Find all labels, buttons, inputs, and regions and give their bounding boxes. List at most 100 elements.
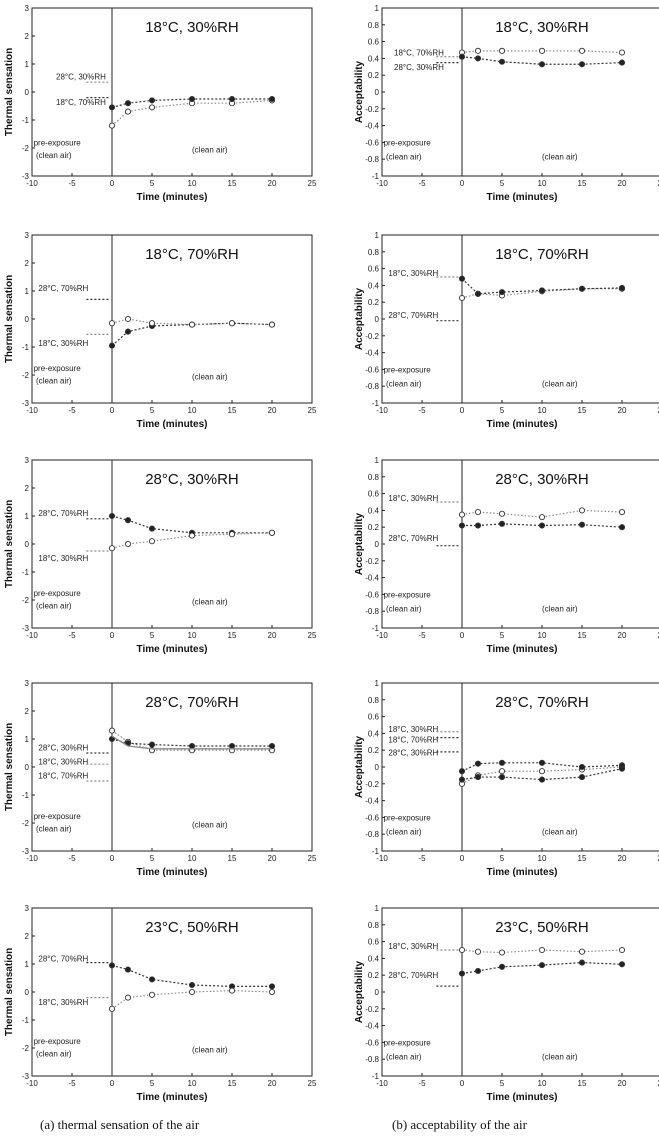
- y-tick-label: 0: [375, 763, 380, 772]
- data-point: [498, 520, 506, 527]
- data-point: [108, 512, 116, 520]
- data-point: [474, 290, 482, 297]
- x-tick-label: -5: [68, 1079, 76, 1088]
- data-point: [474, 774, 482, 781]
- y-tick-label: -0.4: [365, 1022, 379, 1031]
- x-axis-title: Time (minutes): [487, 1092, 558, 1103]
- y-axis-title: Acceptability: [354, 512, 365, 575]
- data-point: [498, 58, 506, 65]
- annotation-label: pre-exposure: [384, 138, 432, 147]
- x-tick-label: 25: [658, 406, 659, 415]
- annotation-label: pre-exposure: [384, 365, 432, 374]
- y-tick-label: 1: [375, 456, 380, 465]
- x-tick-label: -10: [376, 631, 388, 640]
- x-tick-label: 15: [578, 631, 587, 640]
- series-line: [111, 322, 273, 347]
- data-point: [268, 321, 276, 328]
- data-point: [458, 970, 466, 977]
- y-tick-label: -0.6: [365, 813, 379, 822]
- x-tick-label: 0: [110, 631, 115, 640]
- series-line: [461, 50, 623, 54]
- y-tick-label: 1: [25, 735, 30, 744]
- x-tick-label: 20: [618, 1079, 627, 1088]
- y-tick-label: -0.6: [365, 1038, 379, 1047]
- x-tick-label: -10: [376, 854, 388, 863]
- series-line: [111, 735, 272, 750]
- y-tick-label: -0.2: [365, 105, 379, 114]
- data-point: [148, 97, 156, 104]
- annotation-label: (clean air): [386, 153, 422, 162]
- annotation-label: (clean air): [192, 1045, 228, 1054]
- x-axis-title: Time (minutes): [137, 644, 208, 655]
- data-point: [458, 294, 466, 302]
- chart-panel-2: -10 -5 0 5 10 15 20 25 -1 -0.8 -0.6 -0.4 -0.2 0 0.2 0.4…: [354, 4, 659, 203]
- annotation-label: pre-exposure: [34, 589, 82, 598]
- data-point: [148, 525, 156, 532]
- chart-panel-4: -10 -5 0 5 10 15 20 25 -1 -0.8 -0.6 -0.4 -0.2 0 0.2 0.4…: [354, 231, 659, 430]
- y-tick-label: 0.4: [368, 954, 380, 963]
- y-tick-label: 2: [25, 32, 30, 41]
- x-tick-label: -5: [418, 406, 426, 415]
- panel-title: 18°C, 30%RH: [495, 19, 589, 36]
- series-line: [111, 318, 273, 326]
- series-line: [461, 949, 623, 954]
- x-tick-label: 10: [188, 406, 197, 415]
- data-point: [474, 47, 482, 54]
- y-tick-label: 0.6: [368, 490, 380, 499]
- data-point: [268, 529, 276, 536]
- y-tick-label: 2: [25, 484, 30, 493]
- x-tick-label: 10: [538, 854, 547, 863]
- y-tick-label: -0.6: [365, 138, 379, 147]
- data-point: [498, 949, 506, 956]
- y-tick-label: 0.6: [368, 713, 380, 722]
- x-tick-label: 15: [228, 631, 237, 640]
- x-tick-label: 25: [658, 854, 659, 863]
- data-point: [148, 991, 156, 998]
- data-point: [618, 946, 626, 954]
- y-tick-label: -1: [372, 399, 380, 408]
- x-tick-label: 20: [618, 179, 627, 188]
- x-tick-label: 0: [110, 854, 115, 863]
- y-tick-label: 2: [25, 707, 30, 716]
- data-point: [474, 967, 482, 975]
- x-tick-label: 25: [658, 631, 659, 640]
- x-tick-label: 5: [500, 854, 505, 863]
- x-tick-label: 20: [268, 179, 277, 188]
- data-point: [228, 95, 236, 103]
- data-point: [124, 108, 132, 115]
- annotation-label: (clean air): [542, 153, 578, 162]
- data-point: [188, 532, 196, 539]
- x-tick-label: 20: [618, 854, 627, 863]
- y-tick-label: 0.2: [368, 523, 380, 532]
- data-point: [578, 521, 586, 528]
- y-tick-label: 1: [375, 904, 380, 913]
- y-tick-label: -1: [372, 172, 380, 181]
- annotation-label: (clean air): [542, 605, 578, 614]
- data-point: [188, 95, 196, 103]
- x-tick-label: 25: [308, 1079, 317, 1088]
- x-tick-label: 15: [578, 854, 587, 863]
- data-point: [108, 342, 116, 349]
- x-tick-label: 25: [308, 406, 317, 415]
- annotation-label: 28°C, 70%RH: [38, 284, 88, 293]
- y-tick-label: -3: [22, 399, 30, 408]
- x-tick-label: 20: [268, 631, 277, 640]
- panel-title: 23°C, 50%RH: [495, 919, 589, 936]
- annotation-label: (clean air): [542, 380, 578, 389]
- annotation-label: 18°C, 30%RH: [388, 269, 438, 278]
- y-tick-label: -0.4: [365, 574, 379, 583]
- y-tick-label: -0.8: [365, 1055, 379, 1064]
- y-tick-label: -1: [372, 624, 380, 633]
- data-point: [268, 742, 276, 750]
- y-tick-label: 0: [375, 988, 380, 997]
- annotation-label: 18°C, 30%RH: [38, 998, 88, 1007]
- annotation-label: 28°C, 30%RH: [394, 63, 444, 72]
- x-tick-label: 5: [500, 406, 505, 415]
- data-point: [498, 963, 506, 970]
- x-axis-title: Time (minutes): [137, 1092, 208, 1103]
- y-tick-label: 0: [375, 88, 380, 97]
- x-axis-title: Time (minutes): [137, 867, 208, 878]
- annotation-label: 18°C, 30%RH: [388, 494, 438, 503]
- y-tick-label: -2: [22, 596, 30, 605]
- annotation-label: pre-exposure: [34, 364, 82, 373]
